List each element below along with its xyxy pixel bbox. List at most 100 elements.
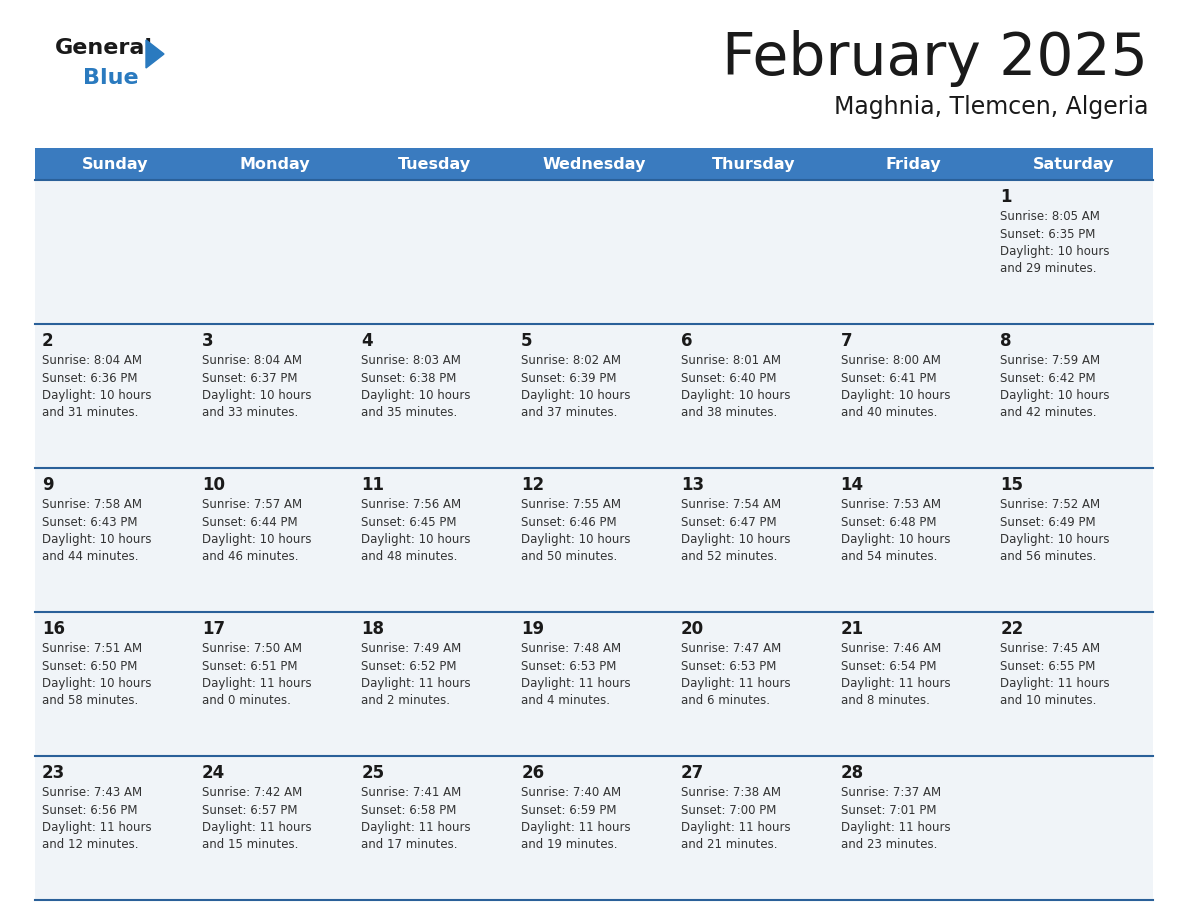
Text: Sunrise: 7:37 AM: Sunrise: 7:37 AM	[841, 786, 941, 799]
Bar	[354, 180, 514, 324]
Bar	[34, 756, 195, 900]
Bar	[514, 756, 674, 900]
Text: Sunrise: 7:40 AM: Sunrise: 7:40 AM	[522, 786, 621, 799]
Text: Sunrise: 7:51 AM: Sunrise: 7:51 AM	[42, 642, 143, 655]
Text: and 37 minutes.: and 37 minutes.	[522, 407, 618, 420]
Text: Sunrise: 7:52 AM: Sunrise: 7:52 AM	[1000, 498, 1100, 511]
Text: Sunrise: 7:55 AM: Sunrise: 7:55 AM	[522, 498, 621, 511]
Text: 22: 22	[1000, 620, 1024, 638]
Bar	[195, 612, 354, 756]
Bar	[354, 324, 514, 468]
Text: Sunrise: 7:38 AM: Sunrise: 7:38 AM	[681, 786, 781, 799]
Text: 9: 9	[42, 476, 53, 494]
Text: Daylight: 10 hours: Daylight: 10 hours	[202, 533, 311, 546]
Text: 6: 6	[681, 332, 693, 350]
Text: Sunset: 7:00 PM: Sunset: 7:00 PM	[681, 803, 776, 816]
Bar	[674, 324, 834, 468]
Text: Sunrise: 8:01 AM: Sunrise: 8:01 AM	[681, 354, 781, 367]
Text: and 42 minutes.: and 42 minutes.	[1000, 407, 1097, 420]
Text: and 46 minutes.: and 46 minutes.	[202, 551, 298, 564]
Text: Daylight: 10 hours: Daylight: 10 hours	[202, 389, 311, 402]
Text: and 29 minutes.: and 29 minutes.	[1000, 263, 1097, 275]
Text: 11: 11	[361, 476, 385, 494]
Text: Sunrise: 7:46 AM: Sunrise: 7:46 AM	[841, 642, 941, 655]
Bar	[993, 756, 1154, 900]
Text: 4: 4	[361, 332, 373, 350]
Text: Sunrise: 7:49 AM: Sunrise: 7:49 AM	[361, 642, 462, 655]
Text: Monday: Monday	[239, 156, 310, 172]
Text: 2: 2	[42, 332, 53, 350]
Bar	[514, 148, 674, 180]
Text: Daylight: 11 hours: Daylight: 11 hours	[1000, 677, 1110, 690]
Text: 24: 24	[202, 764, 225, 782]
Text: 15: 15	[1000, 476, 1023, 494]
Text: Sunset: 6:35 PM: Sunset: 6:35 PM	[1000, 228, 1095, 241]
Bar	[834, 148, 993, 180]
Text: and 10 minutes.: and 10 minutes.	[1000, 695, 1097, 708]
Text: Sunset: 6:41 PM: Sunset: 6:41 PM	[841, 372, 936, 385]
Bar	[834, 180, 993, 324]
Bar	[354, 612, 514, 756]
Text: Sunrise: 7:57 AM: Sunrise: 7:57 AM	[202, 498, 302, 511]
Text: 26: 26	[522, 764, 544, 782]
Text: and 17 minutes.: and 17 minutes.	[361, 838, 457, 852]
Bar	[834, 756, 993, 900]
Bar	[514, 180, 674, 324]
Text: Sunset: 6:54 PM: Sunset: 6:54 PM	[841, 659, 936, 673]
Text: Daylight: 11 hours: Daylight: 11 hours	[841, 677, 950, 690]
Polygon shape	[146, 40, 164, 68]
Text: Friday: Friday	[885, 156, 941, 172]
Text: Sunrise: 7:42 AM: Sunrise: 7:42 AM	[202, 786, 302, 799]
Text: Daylight: 11 hours: Daylight: 11 hours	[202, 677, 311, 690]
Text: Daylight: 10 hours: Daylight: 10 hours	[522, 389, 631, 402]
Text: Sunrise: 8:02 AM: Sunrise: 8:02 AM	[522, 354, 621, 367]
Text: Daylight: 10 hours: Daylight: 10 hours	[1000, 533, 1110, 546]
Text: Sunrise: 8:00 AM: Sunrise: 8:00 AM	[841, 354, 941, 367]
Text: Sunrise: 7:58 AM: Sunrise: 7:58 AM	[42, 498, 143, 511]
Text: and 40 minutes.: and 40 minutes.	[841, 407, 937, 420]
Text: Sunrise: 8:04 AM: Sunrise: 8:04 AM	[42, 354, 143, 367]
Text: 5: 5	[522, 332, 532, 350]
Bar	[834, 612, 993, 756]
Text: General: General	[55, 38, 153, 58]
Text: Sunrise: 8:04 AM: Sunrise: 8:04 AM	[202, 354, 302, 367]
Text: Sunrise: 7:45 AM: Sunrise: 7:45 AM	[1000, 642, 1100, 655]
Text: Sunset: 6:47 PM: Sunset: 6:47 PM	[681, 516, 777, 529]
Text: Sunset: 6:46 PM: Sunset: 6:46 PM	[522, 516, 617, 529]
Text: Sunset: 6:45 PM: Sunset: 6:45 PM	[361, 516, 457, 529]
Text: 16: 16	[42, 620, 65, 638]
Text: and 2 minutes.: and 2 minutes.	[361, 695, 450, 708]
Text: Sunset: 6:50 PM: Sunset: 6:50 PM	[42, 659, 138, 673]
Text: Sunset: 6:57 PM: Sunset: 6:57 PM	[202, 803, 297, 816]
Text: and 33 minutes.: and 33 minutes.	[202, 407, 298, 420]
Bar	[34, 180, 195, 324]
Text: Daylight: 10 hours: Daylight: 10 hours	[1000, 389, 1110, 402]
Bar	[34, 468, 195, 612]
Bar	[993, 148, 1154, 180]
Text: Sunset: 7:01 PM: Sunset: 7:01 PM	[841, 803, 936, 816]
Text: and 23 minutes.: and 23 minutes.	[841, 838, 937, 852]
Text: Daylight: 11 hours: Daylight: 11 hours	[361, 821, 472, 834]
Text: 12: 12	[522, 476, 544, 494]
Text: Daylight: 10 hours: Daylight: 10 hours	[42, 677, 152, 690]
Text: Daylight: 10 hours: Daylight: 10 hours	[522, 533, 631, 546]
Text: 8: 8	[1000, 332, 1012, 350]
Text: Daylight: 10 hours: Daylight: 10 hours	[681, 533, 790, 546]
Text: 10: 10	[202, 476, 225, 494]
Text: Sunrise: 8:03 AM: Sunrise: 8:03 AM	[361, 354, 461, 367]
Text: Daylight: 10 hours: Daylight: 10 hours	[361, 389, 470, 402]
Bar	[993, 612, 1154, 756]
Text: Thursday: Thursday	[712, 156, 796, 172]
Text: Sunset: 6:48 PM: Sunset: 6:48 PM	[841, 516, 936, 529]
Bar	[354, 468, 514, 612]
Text: Daylight: 11 hours: Daylight: 11 hours	[42, 821, 152, 834]
Text: and 0 minutes.: and 0 minutes.	[202, 695, 291, 708]
Bar	[34, 324, 195, 468]
Bar	[514, 612, 674, 756]
Text: Sunrise: 7:54 AM: Sunrise: 7:54 AM	[681, 498, 781, 511]
Text: and 21 minutes.: and 21 minutes.	[681, 838, 777, 852]
Text: February 2025: February 2025	[722, 30, 1148, 87]
Bar	[674, 612, 834, 756]
Text: Daylight: 10 hours: Daylight: 10 hours	[841, 533, 950, 546]
Text: Wednesday: Wednesday	[542, 156, 646, 172]
